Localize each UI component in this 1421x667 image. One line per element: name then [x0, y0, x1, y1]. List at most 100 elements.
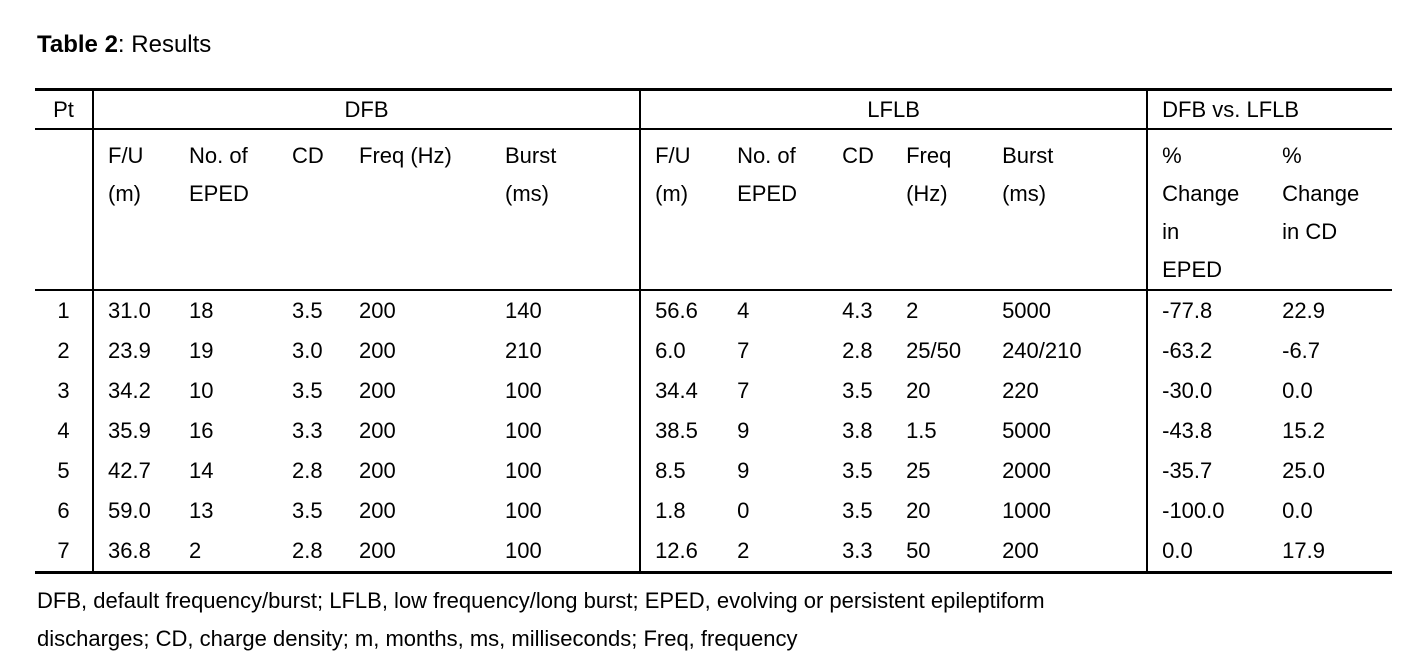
value-cell: 210 — [491, 331, 642, 371]
value-cell: 19 — [189, 338, 214, 363]
value-cell: 7 — [737, 338, 750, 363]
value-cell: 13 — [189, 498, 214, 523]
value-cell: 2 — [189, 538, 202, 563]
value-cell: 8.5 — [655, 458, 686, 483]
table-caption-label: Table 2 — [37, 31, 118, 58]
value-cell: 15.2 — [1282, 418, 1325, 443]
value-cell: 50 — [906, 538, 931, 563]
value-cell: 2.8 — [292, 538, 323, 563]
pt-cell: 7 — [35, 531, 94, 573]
pt-cell: 4 — [35, 411, 94, 451]
value-cell: 200 — [988, 531, 1149, 573]
pt-cell: 5 — [35, 451, 94, 491]
value-cell: -30.0 — [1162, 378, 1213, 403]
value-cell: 9 — [737, 458, 750, 483]
value-cell: 0.0 — [1282, 498, 1313, 523]
value-cell: 25.0 — [1282, 458, 1325, 483]
table-caption-text: : Results — [117, 31, 212, 58]
value-cell: -35.7 — [1162, 458, 1213, 483]
pct-change-eped-header: % Change in EPED — [1147, 129, 1269, 291]
column-header-row: F/U (m) No. of EPED CD Freq (Hz) Burst (… — [35, 129, 1393, 291]
value-cell: 200 — [359, 538, 396, 563]
pt-cell: 2 — [35, 331, 94, 371]
value-cell: 200 — [359, 298, 396, 323]
lflb-cd-header: CD — [828, 129, 893, 291]
value-cell: 59.0 — [108, 498, 151, 523]
value-cell: 240/210 — [988, 331, 1149, 371]
value-cell: 3.5 — [842, 378, 873, 403]
value-cell: 100 — [491, 371, 642, 411]
value-cell: 12.6 — [655, 538, 698, 563]
value-cell: 200 — [359, 418, 396, 443]
value-cell: -100.0 — [1162, 498, 1225, 523]
value-cell: 4 — [737, 298, 750, 323]
table-row: 2 23.9 19 3.0 200 210 6.0 7 2.8 25/50 240/210 -63.2… — [35, 331, 1392, 371]
value-cell: -77.8 — [1162, 298, 1213, 323]
value-cell: 200 — [359, 378, 396, 403]
value-cell: 2000 — [988, 451, 1149, 491]
value-cell: 10 — [189, 378, 214, 403]
dfb-followup-header: F/U (m) — [93, 129, 175, 291]
value-cell: 34.2 — [108, 378, 151, 403]
value-cell: 200 — [359, 458, 396, 483]
footnote-line-1: DFB, default frequency/burst; LFLB, low … — [37, 588, 1045, 613]
dfb-burst-header: Burst (ms) — [491, 129, 642, 291]
value-cell: 23.9 — [108, 338, 151, 363]
dfb-cd-header: CD — [278, 129, 345, 291]
table-body: 1 31.0 18 3.5 200 140 56.6 4 4.3 2 5000 -77.8 22.9 2 2… — [35, 290, 1392, 573]
value-cell: 200 — [359, 498, 396, 523]
pt-column-header: Pt — [35, 89, 94, 130]
value-cell: 25 — [906, 458, 931, 483]
footnote: DFB, default frequency/burst; LFLB, low … — [37, 582, 1421, 658]
table-caption: Table 2: Results — [37, 28, 1421, 62]
value-cell: 3.8 — [842, 418, 873, 443]
value-cell: 6.0 — [655, 338, 686, 363]
value-cell: 42.7 — [108, 458, 151, 483]
lflb-followup-header: F/U (m) — [640, 129, 724, 291]
value-cell: 220 — [988, 371, 1149, 411]
value-cell: 34.4 — [655, 378, 698, 403]
value-cell: -6.7 — [1282, 338, 1321, 363]
value-cell: 3.3 — [842, 538, 873, 563]
value-cell: 5000 — [988, 411, 1149, 451]
value-cell: 1000 — [988, 491, 1149, 531]
value-cell: 20 — [906, 498, 931, 523]
value-cell: 9 — [737, 418, 750, 443]
value-cell: 17.9 — [1282, 538, 1325, 563]
value-cell: 14 — [189, 458, 214, 483]
value-cell: 3.5 — [292, 298, 323, 323]
value-cell: 0 — [737, 498, 750, 523]
value-cell: 56.6 — [655, 298, 698, 323]
value-cell: 4.3 — [842, 298, 873, 323]
group-header-row: Pt DFB LFLB DFB vs. LFLB — [35, 89, 1393, 130]
pt-cell: 1 — [35, 290, 94, 331]
value-cell: 0.0 — [1162, 538, 1193, 563]
table-row: 7 36.8 2 2.8 200 100 12.6 2 3.3 50 200 0.0 17.9 — [35, 531, 1392, 573]
value-cell: -63.2 — [1162, 338, 1213, 363]
value-cell: 35.9 — [108, 418, 151, 443]
table-row: 4 35.9 16 3.3 200 100 38.5 9 3.8 1.5 5000 -43.8 15.2 — [35, 411, 1392, 451]
value-cell: 38.5 — [655, 418, 698, 443]
lflb-freq-header: Freq (Hz) — [892, 129, 989, 291]
value-cell: 2.8 — [842, 338, 873, 363]
value-cell: 3.5 — [292, 498, 323, 523]
value-cell: 3.5 — [292, 378, 323, 403]
value-cell: 3.3 — [292, 418, 323, 443]
value-cell: 31.0 — [108, 298, 151, 323]
value-cell: 18 — [189, 298, 214, 323]
table-row: 3 34.2 10 3.5 200 100 34.4 7 3.5 20 220 -30.0 0.0 — [35, 371, 1392, 411]
value-cell: 200 — [359, 338, 396, 363]
value-cell: 2 — [737, 538, 750, 563]
dfb-eped-count-header: No. of EPED — [175, 129, 278, 291]
dfb-freq-header: Freq (Hz) — [345, 129, 491, 291]
value-cell: 3.5 — [842, 458, 873, 483]
value-cell: 1.8 — [655, 498, 686, 523]
pt-cell: 6 — [35, 491, 94, 531]
value-cell: 100 — [491, 531, 642, 573]
value-cell: 5000 — [988, 290, 1149, 331]
value-cell: 20 — [906, 378, 931, 403]
value-cell: 100 — [491, 411, 642, 451]
value-cell: 2 — [906, 298, 919, 323]
value-cell: 140 — [491, 290, 642, 331]
value-cell: 100 — [491, 451, 642, 491]
